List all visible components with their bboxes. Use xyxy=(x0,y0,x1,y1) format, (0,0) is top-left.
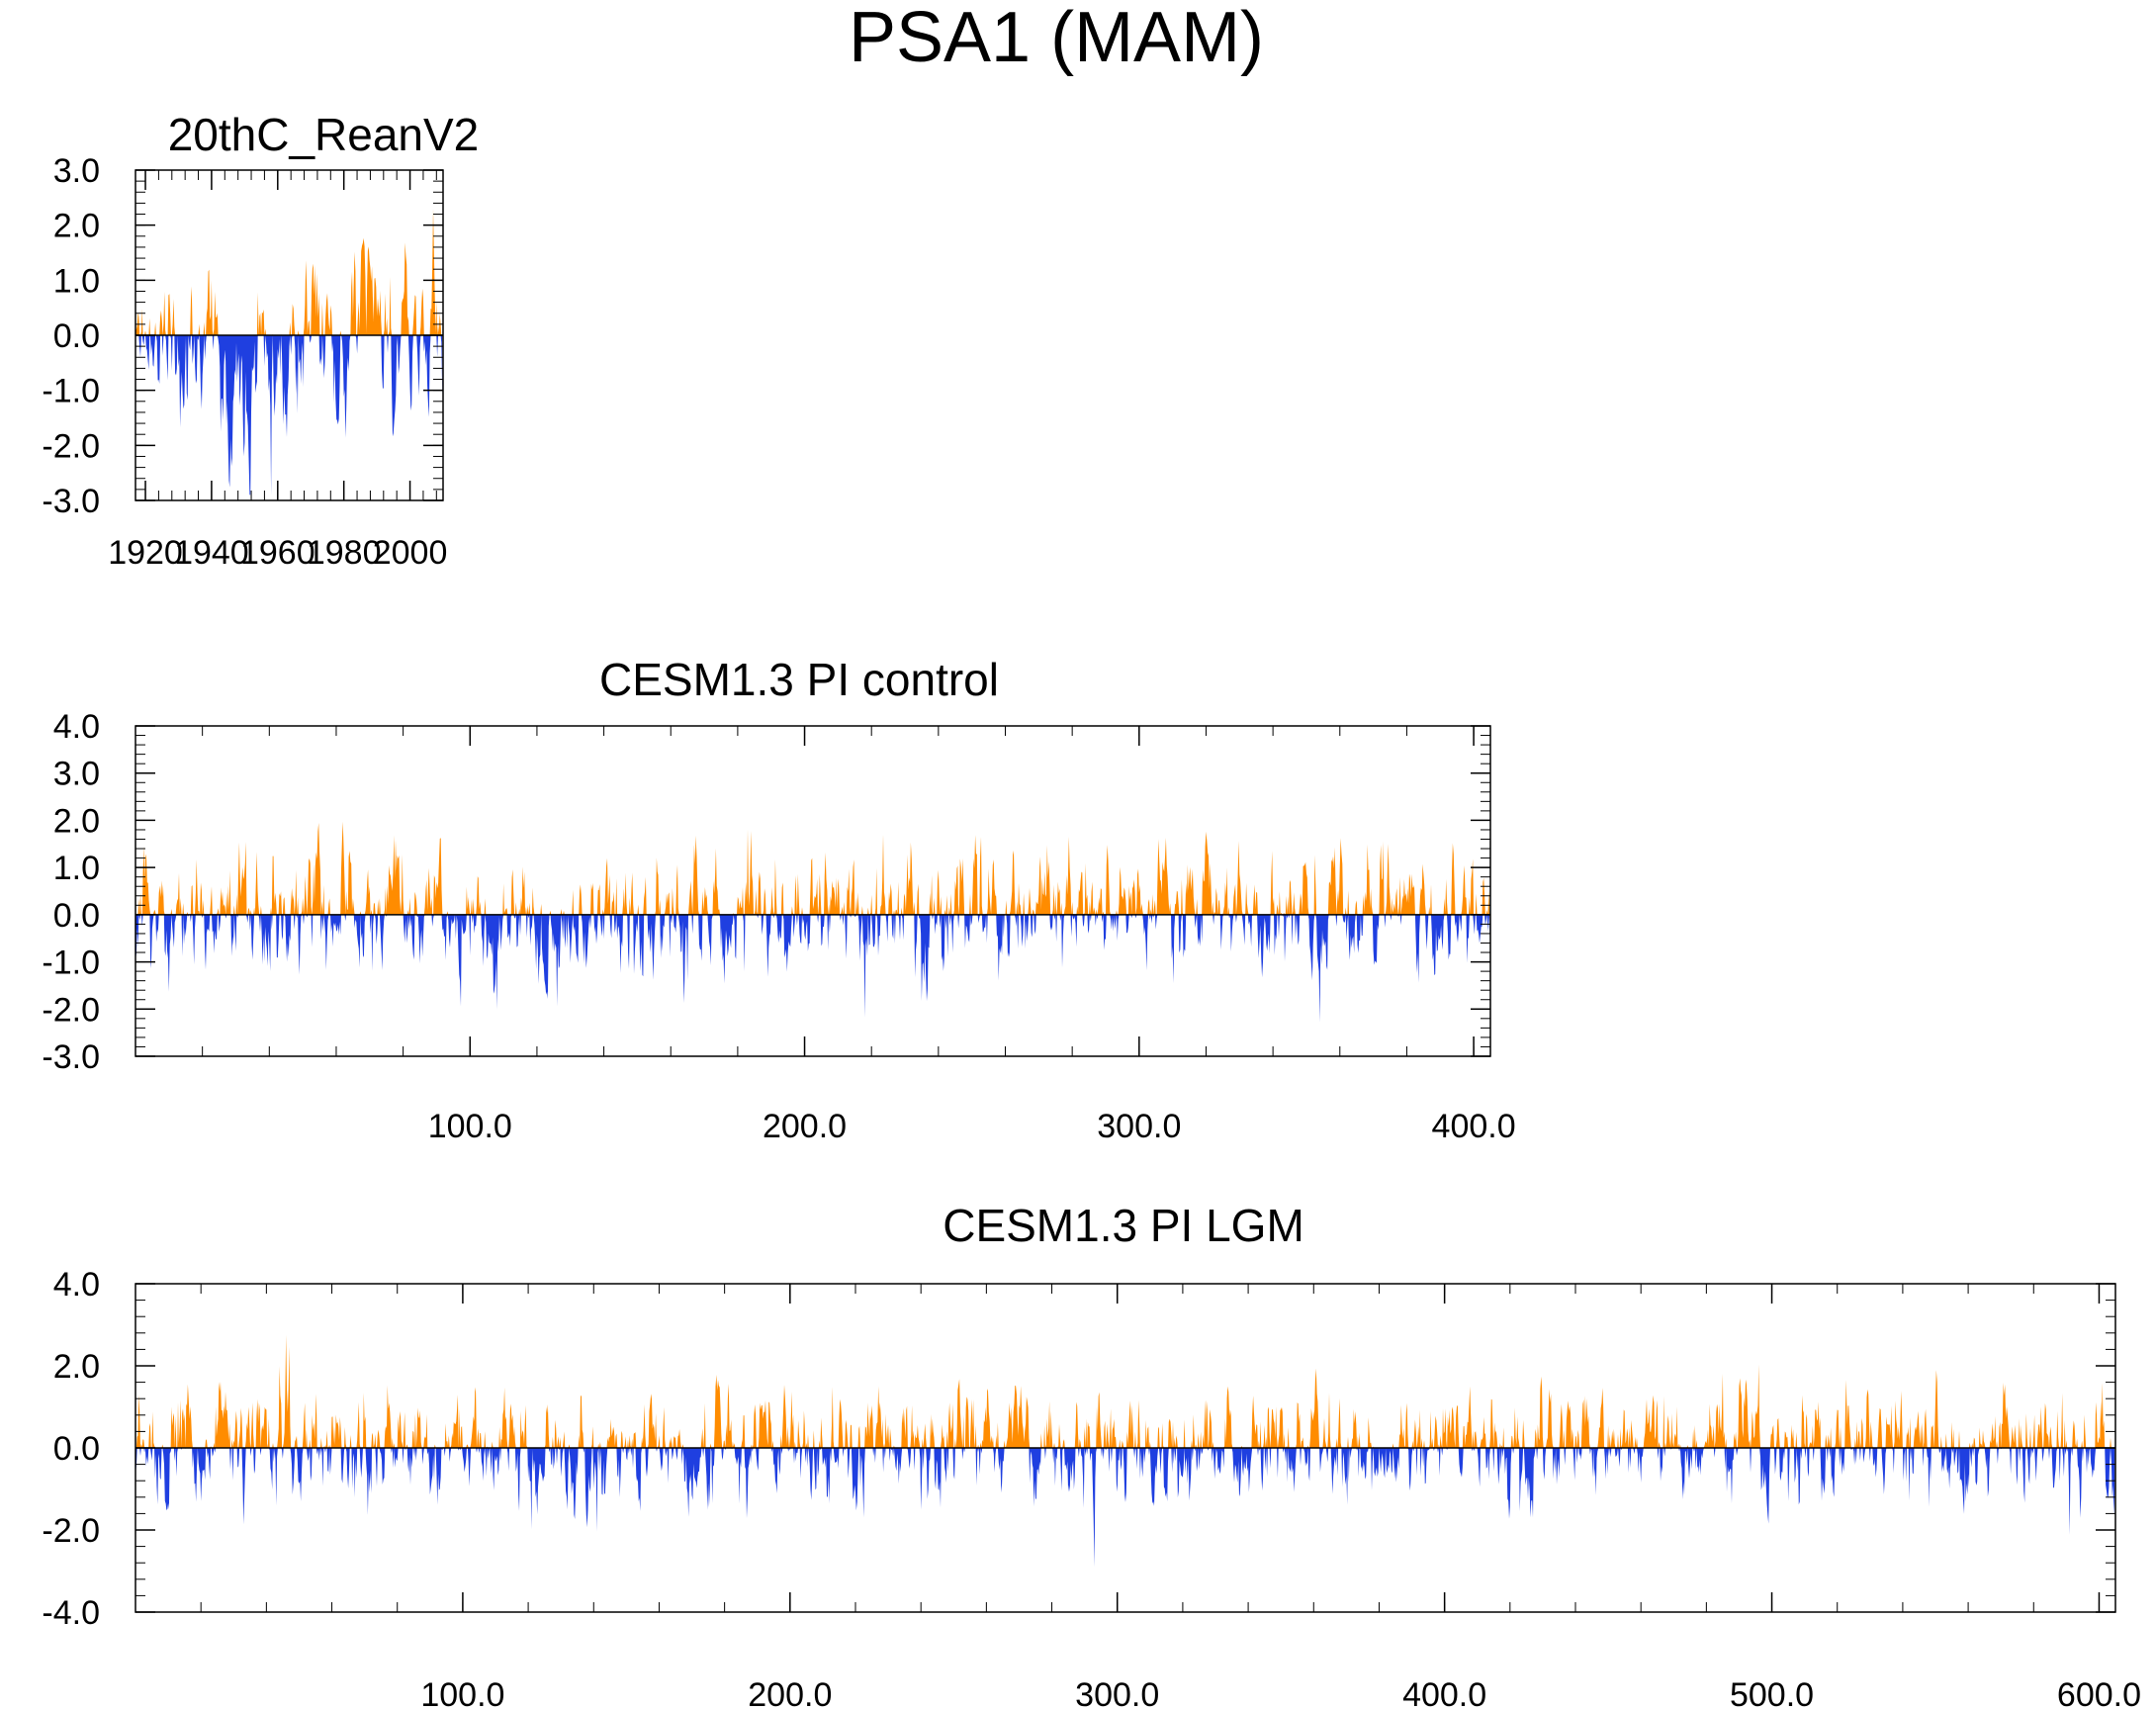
y-tick-label: -2.0 xyxy=(42,1512,100,1550)
y-tick-label: -2.0 xyxy=(42,427,100,465)
y-tick-label: -3.0 xyxy=(42,1038,100,1076)
panel-title: 20thC_ReanV2 xyxy=(168,109,480,160)
y-tick-label: -3.0 xyxy=(42,483,100,520)
y-tick-label: 3.0 xyxy=(53,152,100,190)
panel-20thc-reanv2: 20thC_ReanV2 3.0 2.0 1.0 0.0 -1.0 -2.0 -3.0192… xyxy=(42,109,479,572)
y-tick-label: 0.0 xyxy=(53,897,100,935)
x-tick-label: 1960 xyxy=(240,534,315,572)
figure-title: PSA1 (MAM) xyxy=(849,0,1264,77)
x-tick-label: 100.0 xyxy=(420,1676,504,1710)
y-tick-label: 2.0 xyxy=(53,1348,100,1386)
x-tick-label: 1920 xyxy=(108,534,183,572)
x-tick-label: 100.0 xyxy=(428,1108,512,1145)
x-tick-label: 2000 xyxy=(373,534,448,572)
y-tick-label: 4.0 xyxy=(53,1266,100,1304)
positive-area xyxy=(135,821,1490,915)
x-tick-label: 500.0 xyxy=(1730,1676,1814,1710)
x-tick-label: 300.0 xyxy=(1075,1676,1159,1710)
negative-area xyxy=(135,335,443,495)
y-tick-label: -1.0 xyxy=(42,945,100,982)
y-tick-label: 2.0 xyxy=(53,208,100,245)
x-tick-label: 1980 xyxy=(307,534,382,572)
y-tick-label: 4.0 xyxy=(53,708,100,746)
x-tick-label: 1940 xyxy=(174,534,249,572)
y-tick-label: 0.0 xyxy=(53,1430,100,1468)
x-tick-label: 400.0 xyxy=(1402,1676,1486,1710)
y-tick-label: -1.0 xyxy=(42,373,100,410)
y-tick-label: 1.0 xyxy=(53,262,100,300)
y-tick-label: 0.0 xyxy=(53,317,100,355)
panel-title: CESM1.3 PI control xyxy=(599,654,999,705)
y-tick-label: 2.0 xyxy=(53,802,100,840)
panel-title: CESM1.3 PI LGM xyxy=(943,1200,1304,1251)
y-tick-label: 3.0 xyxy=(53,756,100,793)
panel-pi-lgm: CESM1.3 PI LGM 4.0 2.0 0.0 -2.0 -4.0 100.0 200… xyxy=(42,1200,2141,1710)
negative-area xyxy=(135,914,1490,1023)
negative-area xyxy=(135,1448,2115,1568)
positive-area xyxy=(135,1334,2115,1448)
plot-frame xyxy=(135,725,1491,1057)
y-tick-label: -2.0 xyxy=(42,991,100,1029)
x-tick-label: 600.0 xyxy=(2057,1676,2141,1710)
panel-pi-control: CESM1.3 PI control 4.0 3.0 2.0 1.0 0.0 -1.0 -2… xyxy=(42,654,1515,1145)
y-tick-label: 1.0 xyxy=(53,850,100,887)
y-tick-label: -4.0 xyxy=(42,1594,100,1632)
x-tick-label: 300.0 xyxy=(1097,1108,1181,1145)
x-tick-label: 400.0 xyxy=(1432,1108,1516,1145)
x-tick-label: 200.0 xyxy=(748,1676,832,1710)
positive-area xyxy=(135,209,443,335)
x-tick-label: 200.0 xyxy=(763,1108,847,1145)
